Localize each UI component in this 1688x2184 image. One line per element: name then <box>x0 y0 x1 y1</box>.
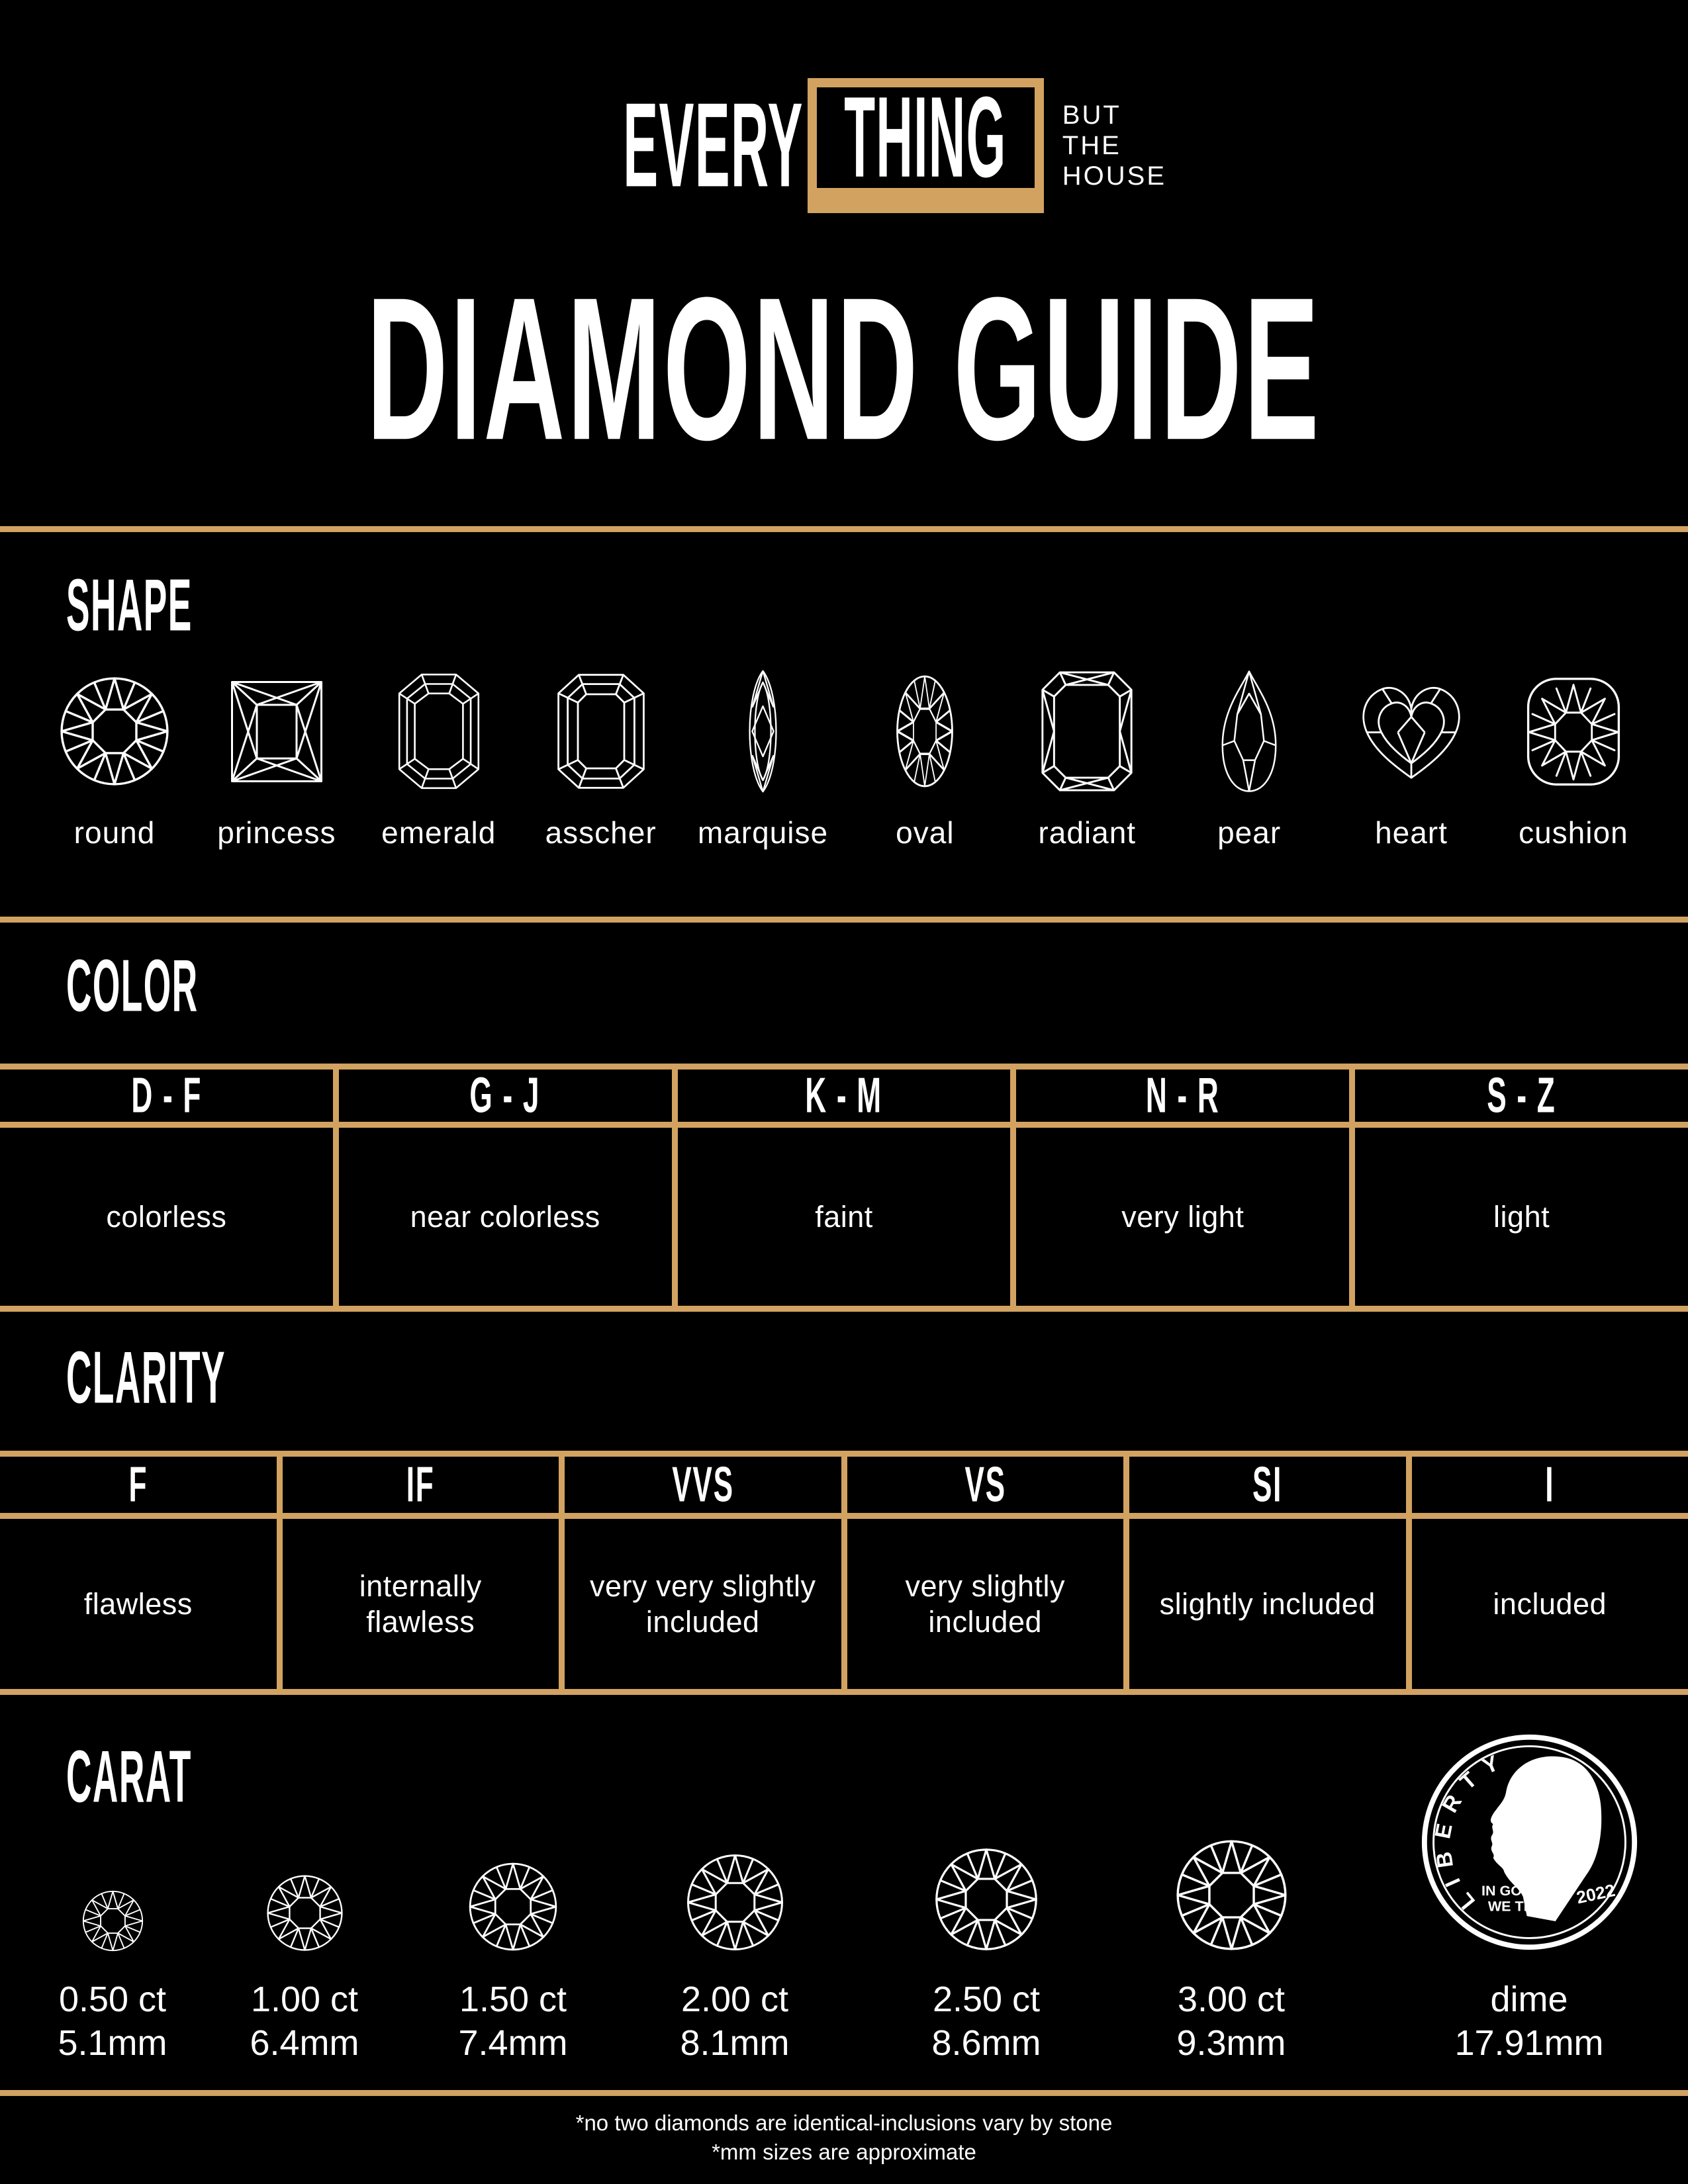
shape-label: round <box>73 815 156 850</box>
shape-item-cushion: cushion <box>1495 665 1652 850</box>
carat-gem-150-icon <box>467 1861 559 1952</box>
coin-motto-line1: IN GOD <box>1481 1883 1532 1899</box>
clarity-table-header-row: F IF VVS VS SI I <box>0 1457 1688 1519</box>
logo-tagline-the: THE <box>1062 131 1121 160</box>
carat-gem-250-icon <box>933 1846 1039 1952</box>
logo-word-thing: THING <box>844 73 1007 202</box>
color-grade-cell: D - F <box>0 1068 339 1124</box>
clarity-grade-cell: F <box>0 1457 283 1513</box>
carat-gem-100-icon <box>265 1874 344 1952</box>
gold-divider <box>0 526 1688 532</box>
shape-label: marquise <box>697 815 829 850</box>
shape-item-emerald: emerald <box>361 665 517 850</box>
shape-label: oval <box>896 815 955 850</box>
shape-label: heart <box>1375 815 1448 850</box>
color-table-header-row: D - F G - J K - M N - R S - Z <box>0 1068 1688 1128</box>
logo-tagline: BUT THE HOUSE <box>1062 100 1166 191</box>
logo-tagline-but: BUT <box>1062 101 1121 130</box>
shape-label: asscher <box>545 815 657 850</box>
clarity-grade-cell: VVS <box>565 1457 847 1513</box>
pear-diamond-icon <box>1212 665 1286 797</box>
clarity-table-body-row: flawless internally flawless very very s… <box>0 1519 1688 1695</box>
color-section-heading: COLOR <box>66 944 199 1027</box>
clarity-grade-cell: I <box>1545 1457 1555 1513</box>
round-diamond-icon <box>58 665 171 797</box>
gold-divider <box>0 2090 1688 2096</box>
color-grade-cell: G - J <box>339 1068 678 1124</box>
logo-gold-box: THING <box>807 73 1044 213</box>
clarity-description-cell: very slightly included <box>847 1519 1129 1689</box>
carat-label-200: 2.00 ct 8.1mm <box>680 1979 790 2063</box>
shape-item-princess: princess <box>199 665 355 850</box>
carat-label-250: 2.50 ct 8.6mm <box>931 1979 1041 2063</box>
color-description-cell: near colorless <box>339 1128 678 1306</box>
footnote-line1: *no two diamonds are identical-inclusion… <box>575 2111 1113 2135</box>
carat-label-dime: dime 17.91mm <box>1454 1979 1604 2063</box>
color-grade-cell: K - M <box>678 1068 1017 1124</box>
clarity-description-cell: internally flawless <box>283 1519 565 1689</box>
color-description-cell: colorless <box>0 1128 339 1306</box>
shape-row: round princess <box>36 665 1652 850</box>
emerald-diamond-icon <box>396 665 482 797</box>
carat-gem-300-icon <box>1174 1838 1289 1952</box>
cushion-diamond-icon <box>1523 665 1624 797</box>
clarity-grade-cell: SI <box>1129 1457 1412 1513</box>
shape-label: pear <box>1217 815 1282 850</box>
carat-label-100: 1.00 ct 6.4mm <box>250 1979 359 2063</box>
color-grade-cell: S - Z <box>1487 1068 1556 1124</box>
shape-item-marquise: marquise <box>685 665 841 850</box>
shape-item-oval: oval <box>847 665 1003 850</box>
ebth-logo: EVERY THING BUT THE HOUSE <box>522 73 1166 213</box>
color-table: D - F G - J K - M N - R S - Z colorless … <box>0 1064 1688 1312</box>
marquise-diamond-icon <box>731 665 794 797</box>
dime-coin-icon: LIBERTY IN GOD WE TRUST 2022 <box>1421 1734 1638 1950</box>
logo-tagline-house: HOUSE <box>1062 161 1167 191</box>
radiant-diamond-icon <box>1039 665 1135 797</box>
footnote-line2: *mm sizes are approximate <box>712 2140 976 2164</box>
carat-section-heading: CARAT <box>66 1735 192 1818</box>
shape-item-round: round <box>36 665 193 850</box>
shape-item-radiant: radiant <box>1009 665 1165 850</box>
shape-section-heading: SHAPE <box>66 564 193 647</box>
gold-divider <box>0 917 1688 923</box>
heart-diamond-icon <box>1354 665 1468 797</box>
page-title: DIAMOND GUIDE <box>366 255 1322 483</box>
clarity-description-cell: included <box>1493 1586 1607 1621</box>
clarity-description-cell: very very slightly included <box>565 1519 847 1689</box>
shape-label: cushion <box>1519 815 1628 850</box>
carat-label-050: 0.50 ct 5.1mm <box>58 1979 167 2063</box>
shape-item-pear: pear <box>1171 665 1327 850</box>
carat-label-150: 1.50 ct 7.4mm <box>458 1979 568 2063</box>
clarity-description-cell: flawless <box>0 1519 283 1689</box>
carat-gem-200-icon <box>685 1852 785 1952</box>
clarity-section-heading: CLARITY <box>66 1336 226 1419</box>
coin-motto-line2: WE TRUST <box>1488 1898 1562 1914</box>
shape-label: princess <box>217 815 336 850</box>
color-description-cell: faint <box>678 1128 1017 1306</box>
carat-gem-050-icon <box>81 1889 144 1952</box>
clarity-grade-cell: IF <box>283 1457 565 1513</box>
color-table-body-row: colorless near colorless faint very ligh… <box>0 1128 1688 1312</box>
asscher-diamond-icon <box>555 665 647 797</box>
shape-item-asscher: asscher <box>523 665 679 850</box>
clarity-description-cell: slightly included <box>1129 1519 1412 1689</box>
clarity-table: F IF VVS VS SI I flawless internally fla… <box>0 1451 1688 1695</box>
shape-label: radiant <box>1038 815 1137 850</box>
footnotes: *no two diamonds are identical-inclusion… <box>0 2109 1688 2167</box>
oval-diamond-icon <box>883 665 966 797</box>
color-description-cell: very light <box>1016 1128 1356 1306</box>
carat-label-300: 3.00 ct 9.3mm <box>1176 1979 1286 2063</box>
logo-word-every: EVERY <box>623 79 804 212</box>
shape-label: emerald <box>381 815 496 850</box>
shape-item-heart: heart <box>1333 665 1489 850</box>
clarity-grade-cell: VS <box>847 1457 1129 1513</box>
color-description-cell: light <box>1493 1199 1550 1234</box>
color-grade-cell: N - R <box>1016 1068 1356 1124</box>
princess-diamond-icon <box>227 665 326 797</box>
